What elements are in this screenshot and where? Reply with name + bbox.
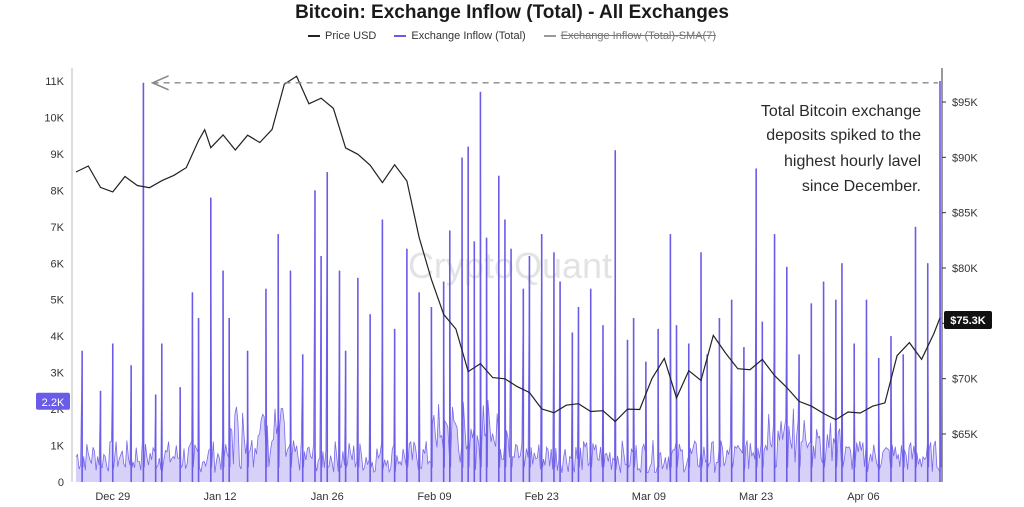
y-right-tick-label: $95K	[952, 97, 978, 109]
y-right-tick-label: $70K	[952, 374, 978, 386]
annotation-line-3: highest hourly lavel	[784, 153, 921, 170]
x-tick-label: Feb 23	[525, 491, 559, 503]
legend-item-price[interactable]: Price USD	[308, 30, 376, 42]
current-inflow-label: 2.2K	[42, 397, 65, 409]
y-right-tick-label: $85K	[952, 208, 978, 220]
annotation-layer: Total Bitcoin exchange deposits spiked t…	[761, 103, 921, 195]
x-tick-label: Jan 26	[311, 491, 344, 503]
y-left-tick-label: 10K	[44, 112, 64, 124]
x-tick-label: Jan 12	[203, 491, 236, 503]
current-price-badge	[944, 311, 992, 330]
y-left-tick-label: 9K	[51, 149, 65, 161]
x-tick-label: Mar 09	[632, 491, 666, 503]
x-tick-label: Dec 29	[95, 491, 130, 503]
y-right-tick-label: $65K	[952, 429, 978, 441]
chart-title: Bitcoin: Exchange Inflow (Total) - All E…	[295, 2, 729, 23]
y-right-tick-label: $80K	[952, 263, 978, 275]
x-tick-label: Feb 09	[417, 491, 451, 503]
current-price-label: $75.3K	[950, 315, 986, 327]
legend-swatch-sma	[543, 35, 556, 37]
legend: Price USD Exchange Inflow (Total) Exchan…	[0, 30, 1024, 42]
y-left-tick-label: 7K	[51, 222, 65, 234]
axes-layer: 01K2K3K4K5K6K7K8K9K10K11K$65K$70K$75K$80…	[36, 68, 992, 503]
legend-swatch-inflow	[394, 35, 407, 37]
inflow-line	[75, 80, 942, 474]
x-tick-label: Apr 06	[847, 491, 879, 503]
x-tick-label: Mar 23	[739, 491, 773, 503]
y-left-tick-label: 4K	[51, 331, 65, 343]
y-left-tick-label: 5K	[51, 295, 65, 307]
y-left-tick-label: 3K	[51, 368, 65, 380]
price-line	[75, 75, 941, 423]
y-left-tick-label: 11K	[45, 76, 64, 88]
annotation-line-2: deposits spiked to the	[766, 127, 921, 144]
current-inflow-badge	[36, 392, 70, 410]
legend-label-price: Price USD	[325, 30, 377, 42]
legend-label-sma: Exchange Inflow (Total)-SMA(7)	[560, 30, 716, 42]
legend-swatch-price	[308, 35, 321, 37]
y-left-tick-label: 0	[58, 477, 64, 489]
legend-label-inflow: Exchange Inflow (Total)	[411, 30, 526, 42]
y-right-tick-label: $90K	[952, 152, 978, 164]
y-left-tick-label: 6K	[51, 258, 65, 270]
y-left-tick-label: 8K	[51, 185, 65, 197]
y-left-tick-label: 1K	[51, 441, 65, 453]
reference-arrow-icon	[150, 75, 169, 91]
plot-layer	[75, 75, 942, 482]
annotation-line-4: since December.	[802, 178, 921, 195]
legend-item-inflow[interactable]: Exchange Inflow (Total)	[394, 30, 526, 42]
legend-item-sma[interactable]: Exchange Inflow (Total)-SMA(7)	[543, 30, 716, 42]
watermark: CryptoQuant	[408, 245, 612, 286]
annotation-line-1: Total Bitcoin exchange	[761, 103, 921, 120]
